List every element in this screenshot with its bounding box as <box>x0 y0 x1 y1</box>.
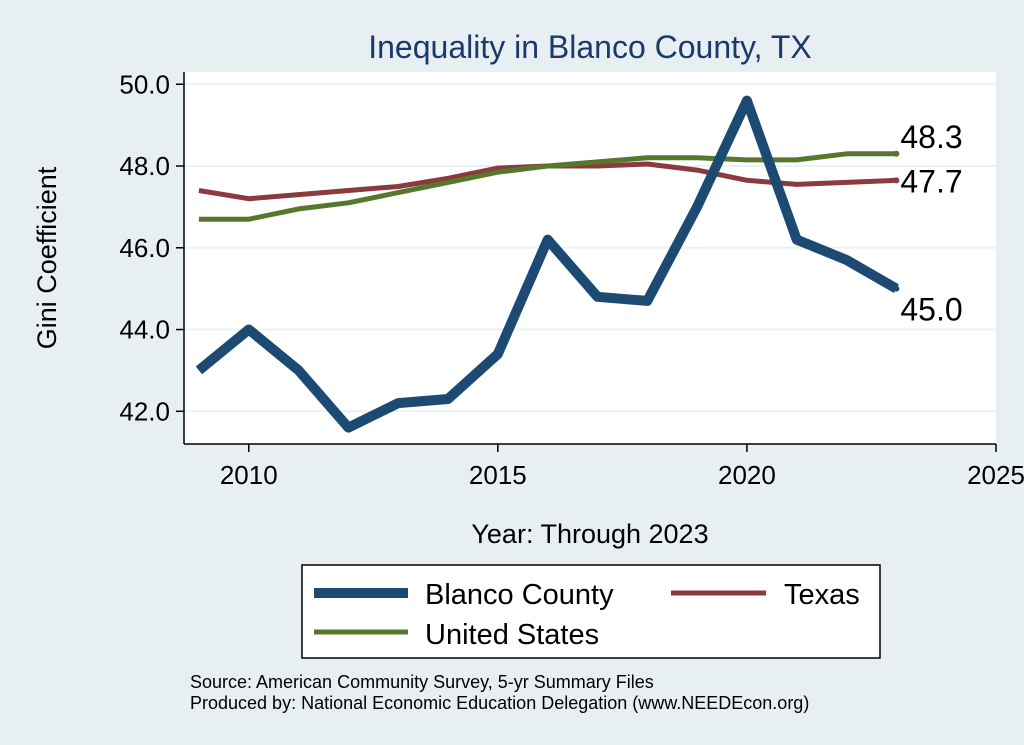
endpoint-marker-texas <box>893 177 900 184</box>
end-label-texas: 47.7 <box>900 163 962 199</box>
gridlines <box>184 83 996 413</box>
legend-label-united-states: United States <box>425 619 599 651</box>
x-tick-label: 2025 <box>967 460 1024 490</box>
axes <box>183 72 996 445</box>
end-labels: 45.0 47.7 48.3 <box>900 119 962 328</box>
endpoint-marker-blanco-county <box>893 285 900 292</box>
x-axis-title: Year: Through 2023 <box>471 519 708 549</box>
x-tick-label: 2020 <box>718 460 776 490</box>
produced-by-note: Produced by: National Economic Education… <box>190 693 809 713</box>
legend-box <box>301 564 881 659</box>
y-tick-label: 48.0 <box>119 151 170 181</box>
endpoint-marker-united-states <box>893 150 900 157</box>
source-note: Source: American Community Survey, 5-yr … <box>190 672 654 692</box>
series-line-united-states <box>198 151 897 222</box>
legend-label-texas: Texas <box>784 579 860 611</box>
y-axis-title: Gini Coefficient <box>32 166 62 349</box>
end-label-united-states: 48.3 <box>900 119 962 155</box>
legend: Blanco County Texas United States <box>301 564 881 659</box>
x-tick-label: 2015 <box>469 460 527 490</box>
y-tick-label: 44.0 <box>119 315 170 345</box>
legend-label-blanco-county: Blanco County <box>425 579 614 611</box>
x-tick-label: 2010 <box>220 460 278 490</box>
plot-area <box>184 72 996 444</box>
series-line-blanco-county <box>195 95 899 433</box>
y-tick-label: 42.0 <box>119 396 170 426</box>
y-tick-label: 46.0 <box>119 233 170 263</box>
y-tick-label: 50.0 <box>119 69 170 99</box>
chart-title: Inequality in Blanco County, TX <box>368 29 812 65</box>
ticks: 42.0 44.0 46.0 48.0 50.0 2010 2015 2020 2025 <box>119 69 1024 490</box>
end-label-blanco-county: 45.0 <box>900 292 962 328</box>
series-lines <box>195 95 900 433</box>
